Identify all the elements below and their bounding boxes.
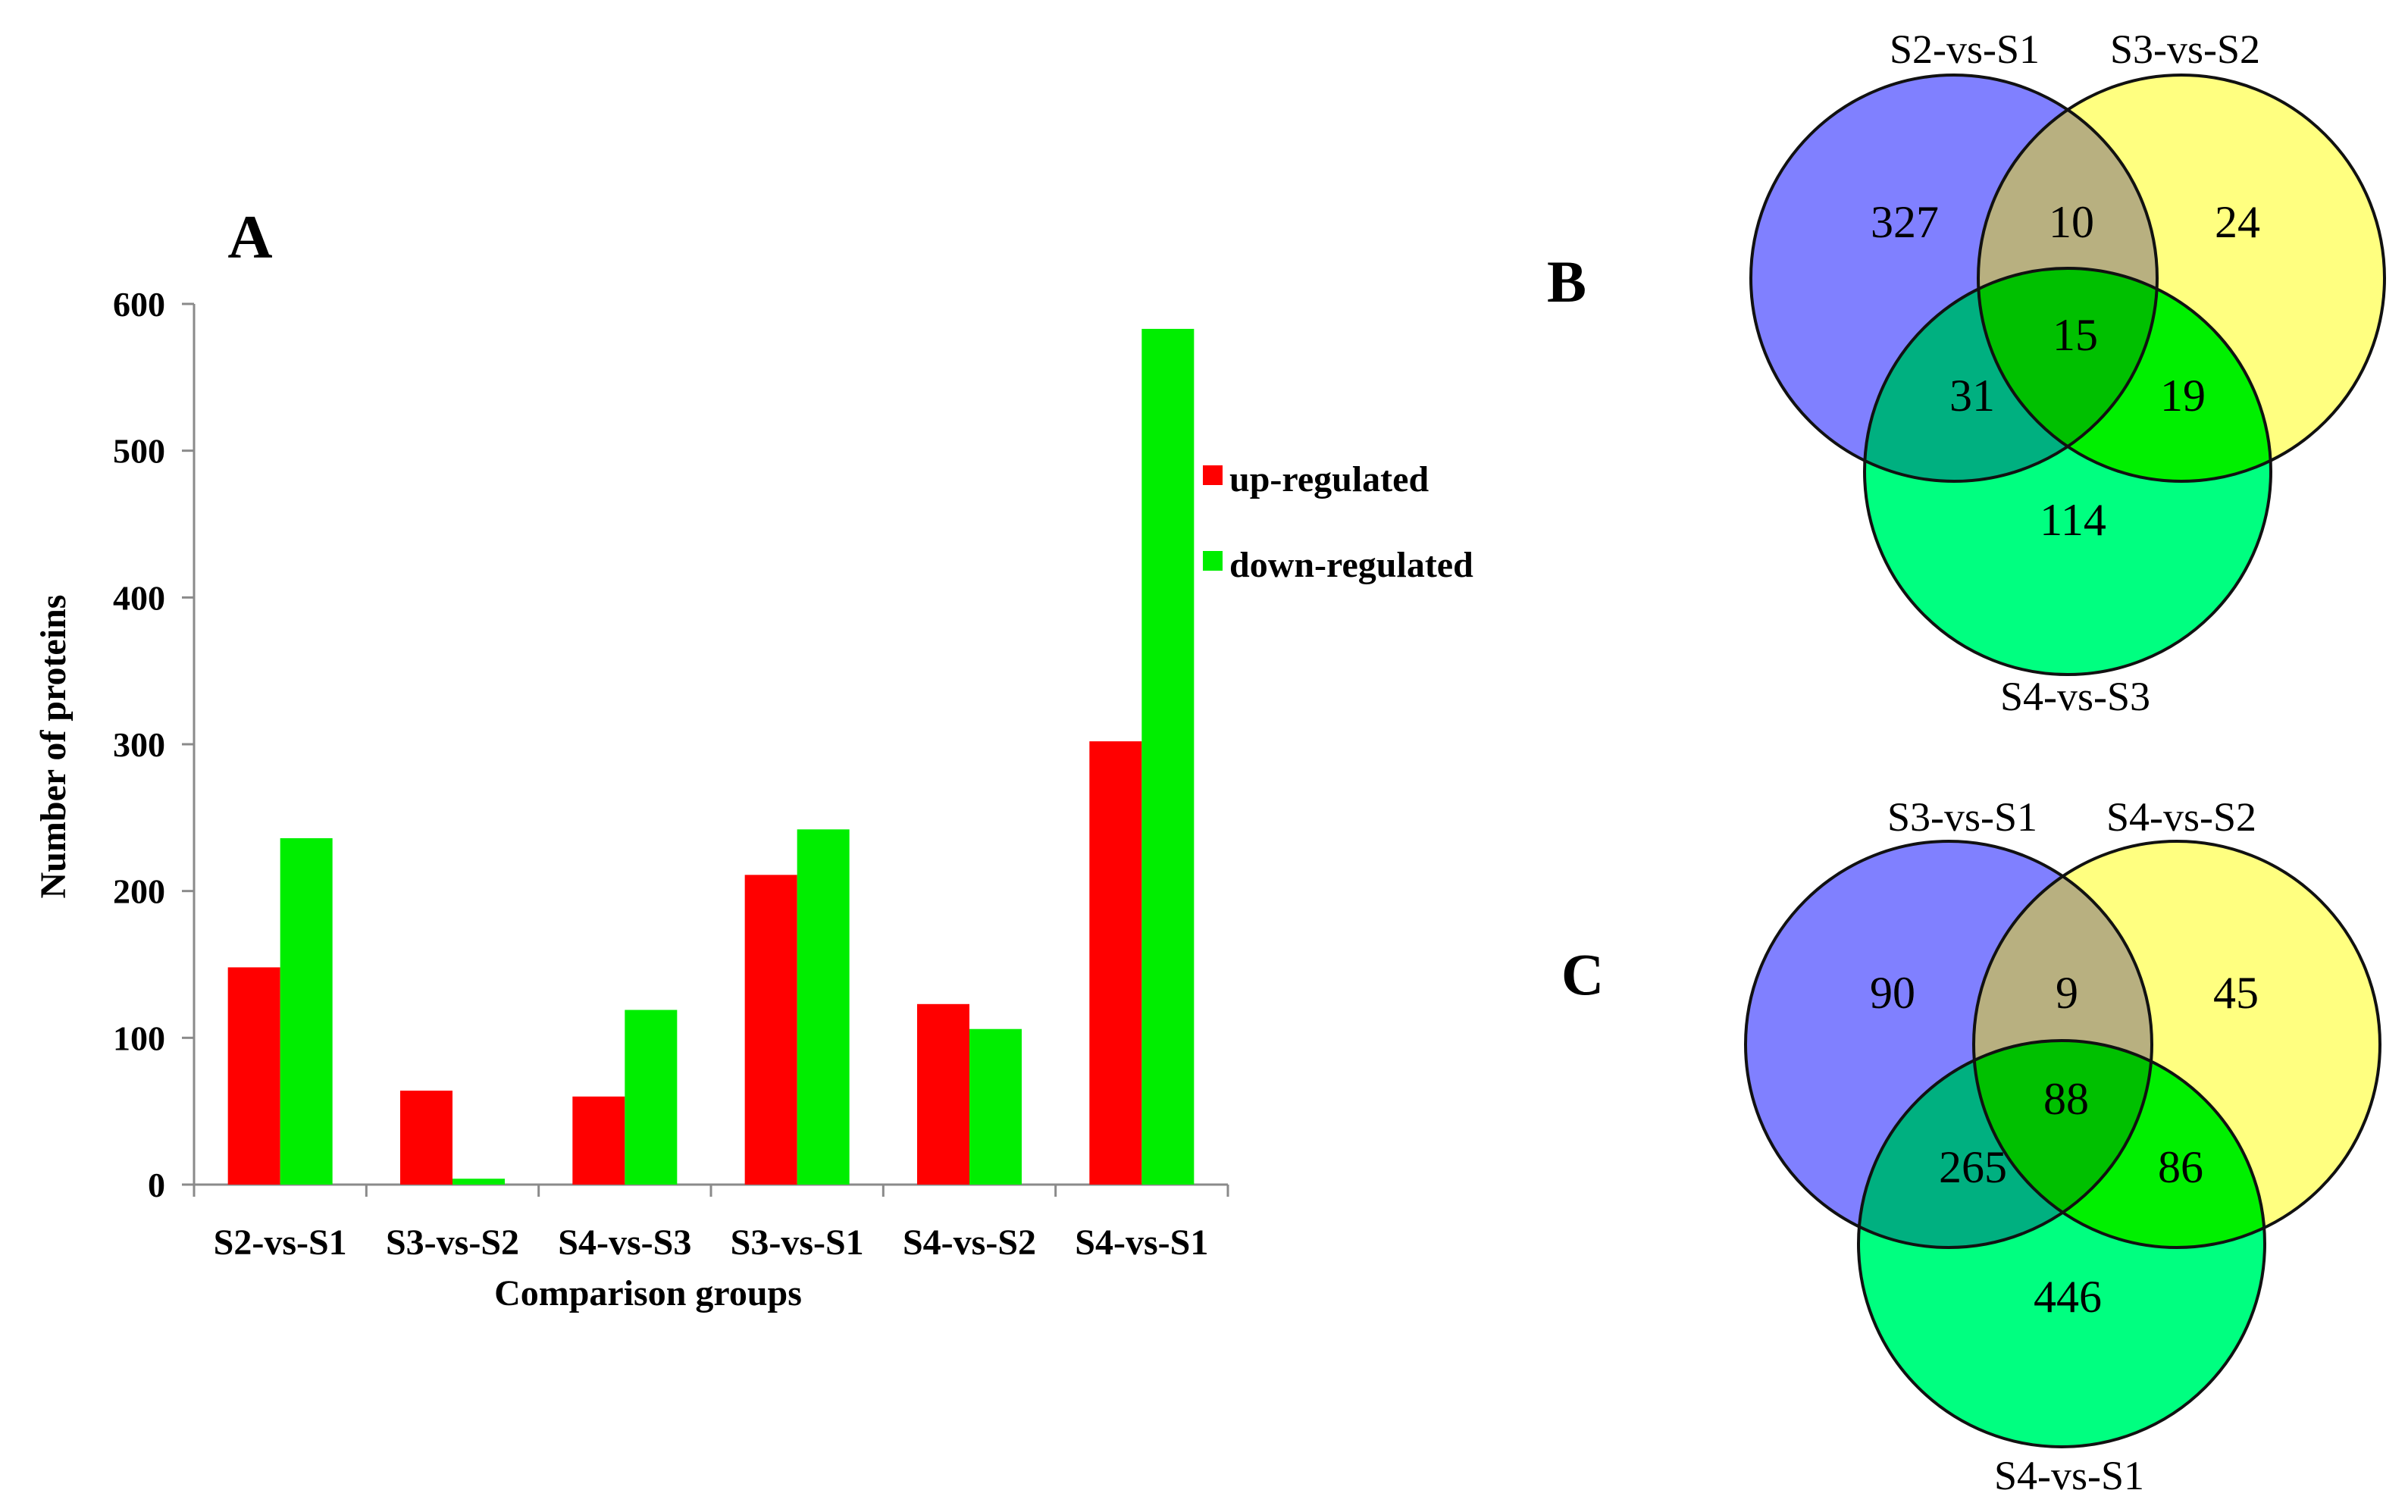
panel-b-label: B bbox=[1547, 249, 1586, 315]
venn-outline-S4-vs-S2 bbox=[1972, 840, 2381, 1249]
panel-a-bar-chart: A 0 100 200 300 400 500 600 S2-vs-S1 S3-vs-S2 S4-v… bbox=[33, 202, 1473, 1313]
bar-down-regulated-S4-vs-S1 bbox=[1141, 328, 1195, 1185]
legend-swatch-down-regulated bbox=[1203, 551, 1223, 571]
venn-count-c: 446 bbox=[2034, 1272, 2102, 1322]
venn-count-c: 114 bbox=[2040, 495, 2106, 545]
venn-count-abc: 88 bbox=[2043, 1074, 2089, 1124]
venn-count-bc: 19 bbox=[2160, 371, 2206, 421]
venn-count-bc: 86 bbox=[2158, 1142, 2203, 1192]
panel-c-label: C bbox=[1561, 941, 1604, 1007]
y-tick-label: 300 bbox=[113, 725, 165, 764]
venn-count-a: 90 bbox=[1870, 968, 1915, 1018]
bar-down-regulated-S4-vs-S2 bbox=[969, 1028, 1022, 1185]
y-tick-label: 500 bbox=[113, 432, 165, 471]
venn-count-b: 24 bbox=[2215, 197, 2260, 247]
venn-set-label-S2-vs-S1: S2-vs-S1 bbox=[1890, 27, 2040, 72]
y-tick-label: 600 bbox=[113, 285, 165, 324]
venn-outline-S2-vs-S1 bbox=[1749, 74, 2159, 483]
bar-up-regulated-S3-vs-S2 bbox=[400, 1091, 452, 1185]
panel-b-venn: 327 24 114 10 31 19 15 S2-vs-S1 S3-vs-S2 S4-vs-S3… bbox=[1547, 27, 2386, 719]
legend-label-up-regulated: up-regulated bbox=[1229, 459, 1429, 499]
venn-set-label-S3-vs-S1: S3-vs-S1 bbox=[1887, 794, 2037, 840]
x-tick-label: S4-vs-S3 bbox=[558, 1222, 691, 1263]
venn-outline-S4-vs-S1 bbox=[1857, 1039, 2266, 1448]
bar-up-regulated-S4-vs-S2 bbox=[917, 1003, 969, 1185]
x-tick-label: S4-vs-S2 bbox=[903, 1222, 1036, 1263]
y-tick-label: 200 bbox=[113, 872, 165, 911]
venn-outline-S4-vs-S3 bbox=[1863, 267, 2272, 676]
venn-set-label-S4-vs-S3: S4-vs-S3 bbox=[2000, 674, 2150, 719]
bar-up-regulated-S4-vs-S1 bbox=[1089, 741, 1142, 1185]
x-tick-label: S3-vs-S1 bbox=[731, 1222, 864, 1263]
venn-count-b: 45 bbox=[2213, 968, 2259, 1018]
venn-count-a: 327 bbox=[1871, 197, 1939, 247]
venn-set-label-S3-vs-S2: S3-vs-S2 bbox=[2110, 27, 2260, 72]
bar-down-regulated-S3-vs-S1 bbox=[797, 829, 850, 1185]
y-tick-label: 0 bbox=[148, 1166, 165, 1204]
bar-up-regulated-S3-vs-S1 bbox=[744, 875, 797, 1185]
x-tick-label: S3-vs-S2 bbox=[386, 1222, 519, 1263]
bar-down-regulated-S3-vs-S2 bbox=[452, 1179, 505, 1185]
x-tick-label: S2-vs-S1 bbox=[214, 1222, 347, 1263]
panel-a-label: A bbox=[227, 202, 272, 271]
bar-up-regulated-S2-vs-S1 bbox=[227, 967, 280, 1185]
x-tick-label: S4-vs-S1 bbox=[1075, 1222, 1208, 1263]
venn-count-abc: 15 bbox=[2053, 310, 2098, 360]
venn-set-label-S4-vs-S2: S4-vs-S2 bbox=[2106, 794, 2256, 840]
venn-count-ab: 9 bbox=[2056, 968, 2078, 1018]
legend: up-regulated down-regulated bbox=[1203, 459, 1473, 585]
x-axis-label: Comparison groups bbox=[494, 1273, 802, 1313]
bar-up-regulated-S4-vs-S3 bbox=[572, 1096, 625, 1185]
legend-swatch-up-regulated bbox=[1203, 465, 1223, 485]
y-axis-label: Number of proteins bbox=[33, 595, 74, 899]
panel-c-venn: 90 45 446 9 265 86 88 S3-vs-S1 S4-vs-S2 S4-vs-S1 C bbox=[1561, 794, 2381, 1498]
venn-count-ac: 265 bbox=[1939, 1142, 2007, 1192]
y-tick-label: 400 bbox=[113, 578, 165, 617]
venn-count-ac: 31 bbox=[1949, 371, 1995, 421]
venn-outline-S3-vs-S2 bbox=[1977, 74, 2386, 483]
legend-label-down-regulated: down-regulated bbox=[1229, 545, 1473, 585]
bar-down-regulated-S4-vs-S3 bbox=[625, 1010, 678, 1185]
venn-outline-S3-vs-S1 bbox=[1744, 840, 2153, 1249]
bar-down-regulated-S2-vs-S1 bbox=[280, 837, 333, 1185]
venn-count-ab: 10 bbox=[2049, 197, 2094, 247]
y-tick-label: 100 bbox=[113, 1019, 165, 1057]
venn-set-label-S4-vs-S1: S4-vs-S1 bbox=[1994, 1453, 2144, 1498]
